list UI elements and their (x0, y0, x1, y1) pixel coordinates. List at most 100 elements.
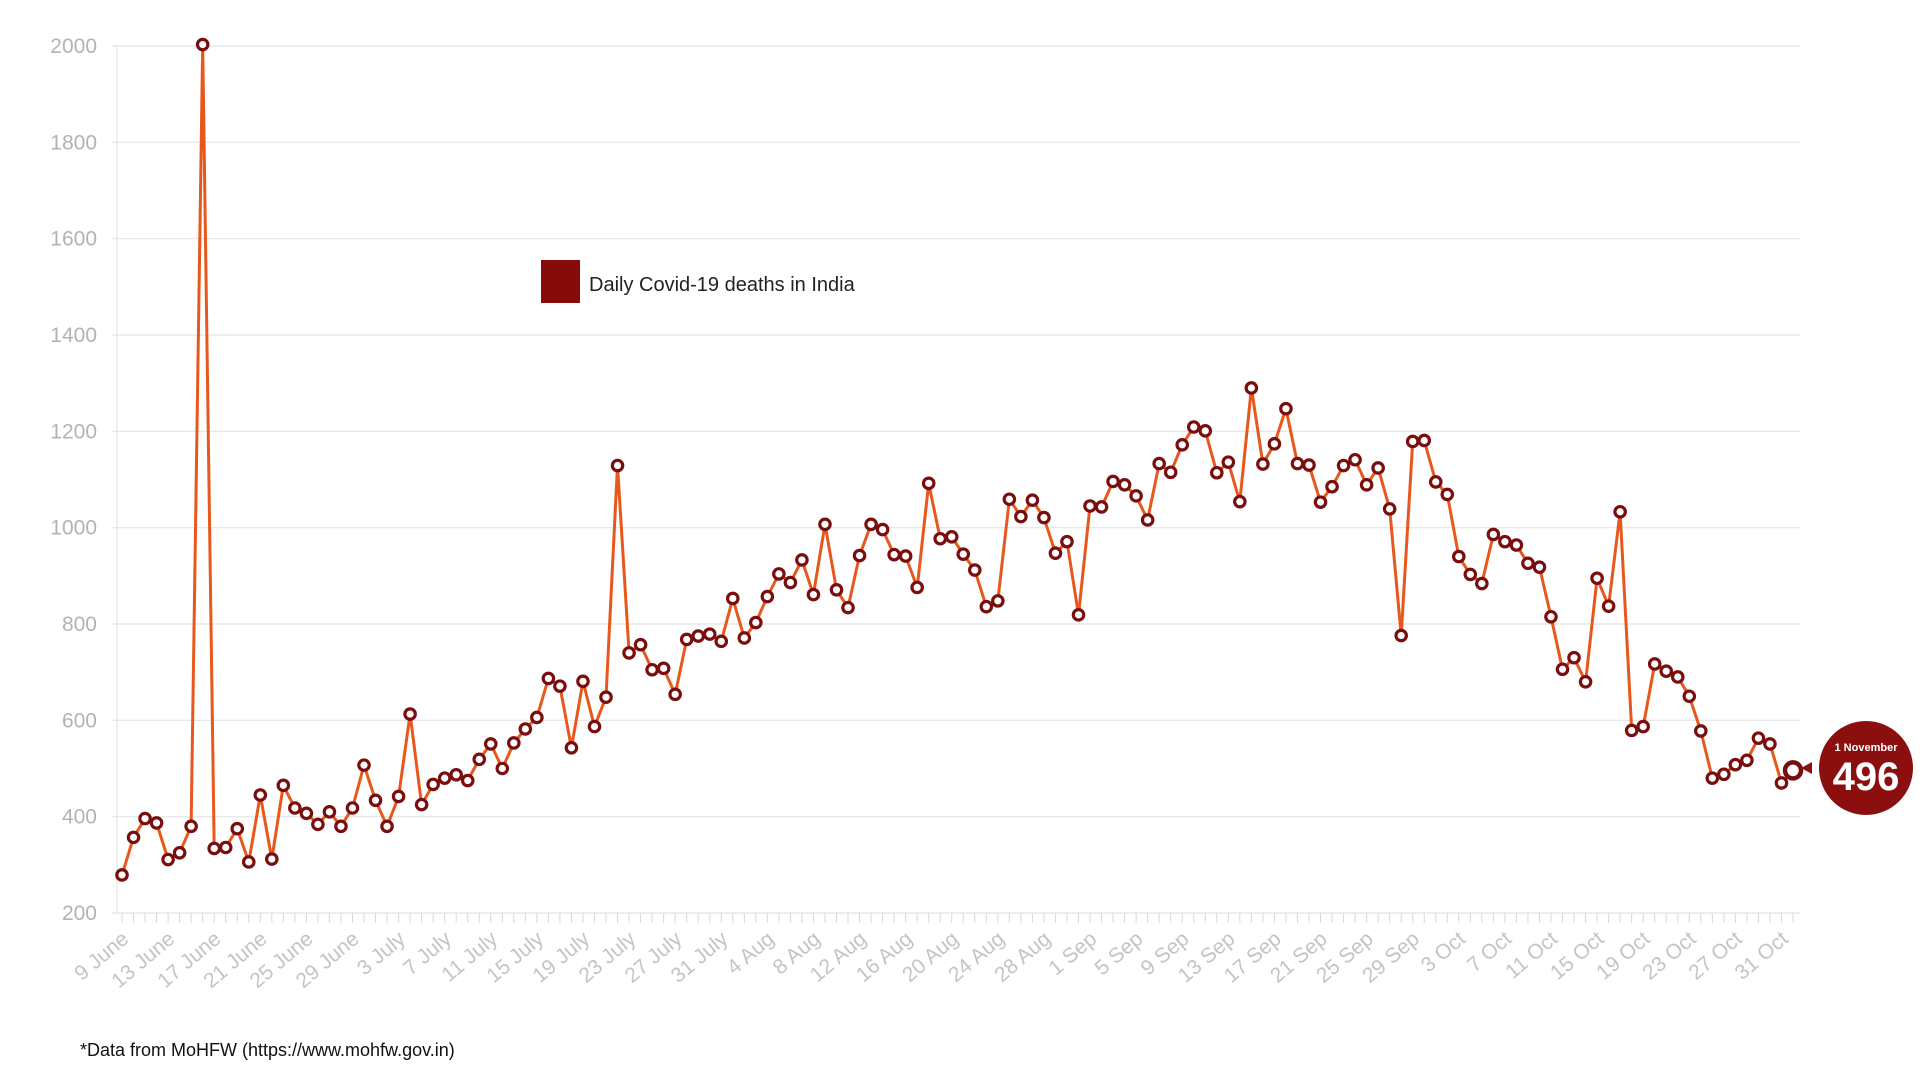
data-point (368, 793, 383, 808)
data-point (1313, 495, 1328, 509)
grid (112, 45, 1800, 914)
data-point (991, 594, 1005, 608)
data-point (1117, 477, 1132, 492)
data-point (852, 548, 867, 563)
data-point (311, 817, 325, 832)
data-point (1256, 457, 1270, 471)
data-point (161, 852, 175, 867)
data-point (1636, 719, 1650, 734)
y-tick-label: 800 (62, 613, 97, 636)
data-point (115, 868, 129, 882)
data-point (1163, 465, 1178, 480)
data-point (483, 737, 498, 751)
y-tick-label: 1600 (50, 228, 97, 251)
data-point (1279, 401, 1293, 416)
data-point (1129, 489, 1143, 503)
data-point (207, 841, 221, 856)
data-point (714, 634, 729, 649)
x-tick-label: 3 Oct (1417, 927, 1470, 977)
data-point (334, 819, 348, 834)
data-point (1348, 452, 1362, 467)
data-point (1094, 500, 1109, 514)
x-tick-label: 1 Sep (1044, 927, 1101, 980)
data-point (1048, 546, 1063, 560)
callout-circle (1819, 721, 1913, 815)
data-point (691, 629, 706, 643)
data-point (1521, 556, 1535, 571)
data-point (1682, 689, 1697, 704)
data-point (875, 522, 890, 537)
data-point (1717, 767, 1731, 782)
data-point (1106, 474, 1120, 489)
data-point (818, 517, 832, 532)
y-tick-label: 200 (62, 902, 97, 925)
data-point (979, 599, 994, 614)
data-point (622, 646, 636, 660)
y-tick-label: 1000 (50, 517, 97, 540)
y-axis: 200 400 600 800 1000 1200 1400 1600 1800 2000 (50, 35, 97, 925)
data-point (1498, 534, 1512, 549)
data-point (910, 580, 924, 595)
data-point (1544, 609, 1558, 624)
data-point (253, 788, 268, 802)
callout: 1 November 496 (1801, 721, 1913, 815)
data-point (472, 752, 487, 767)
data-point (564, 740, 579, 755)
data-point (1405, 434, 1420, 449)
data-point (841, 600, 855, 615)
data-point (668, 687, 682, 702)
footnote: *Data from MoHFW (https://www.mohfw.gov.… (80, 1040, 455, 1060)
data-point (737, 631, 752, 645)
data-point (795, 553, 809, 567)
series-line (120, 43, 1795, 876)
data-point (1244, 381, 1259, 395)
data-point (1233, 494, 1247, 509)
data-point (599, 690, 613, 705)
data-point (887, 547, 901, 562)
legend: Daily Covid-19 deaths in India (541, 260, 856, 303)
data-point (1083, 499, 1097, 513)
data-point (403, 707, 417, 721)
data-point (656, 661, 671, 676)
data-point (184, 819, 198, 834)
x-tick-label: 3 July (353, 927, 410, 980)
data-point (1382, 502, 1397, 516)
data-point (1601, 599, 1616, 613)
data-point (1728, 757, 1743, 772)
legend-swatch (541, 260, 580, 303)
x-tick-label: 31 Oct (1731, 927, 1793, 984)
data-point (944, 530, 959, 544)
data-point (633, 637, 648, 652)
data-point (1659, 664, 1674, 679)
data-point (1336, 458, 1351, 473)
data-point (1509, 538, 1524, 552)
data-point (172, 845, 187, 860)
data-point (138, 811, 152, 826)
data-point (1463, 567, 1478, 582)
data-point (1371, 461, 1385, 475)
y-tick-label: 1800 (50, 131, 97, 154)
data-point (1417, 433, 1432, 448)
data-point (1175, 438, 1190, 452)
data-point (518, 722, 533, 736)
data-point (645, 662, 659, 677)
data-point (1002, 492, 1017, 507)
data-point (772, 567, 786, 581)
data-point (783, 575, 798, 590)
y-tick-label: 1400 (50, 324, 97, 347)
data-point (1267, 437, 1282, 451)
legend-label: Daily Covid-19 deaths in India (589, 274, 856, 296)
data-point (725, 591, 740, 606)
data-point (553, 679, 567, 693)
x-tick-label: 5 Sep (1091, 927, 1148, 980)
data-point (230, 821, 245, 836)
data-point (829, 583, 844, 597)
data-point (414, 797, 429, 812)
callout-date-label: 1 November (1835, 742, 1899, 754)
data-point (1670, 670, 1685, 684)
data-point (195, 37, 210, 52)
data-point (1452, 549, 1466, 564)
data-point (276, 778, 291, 793)
